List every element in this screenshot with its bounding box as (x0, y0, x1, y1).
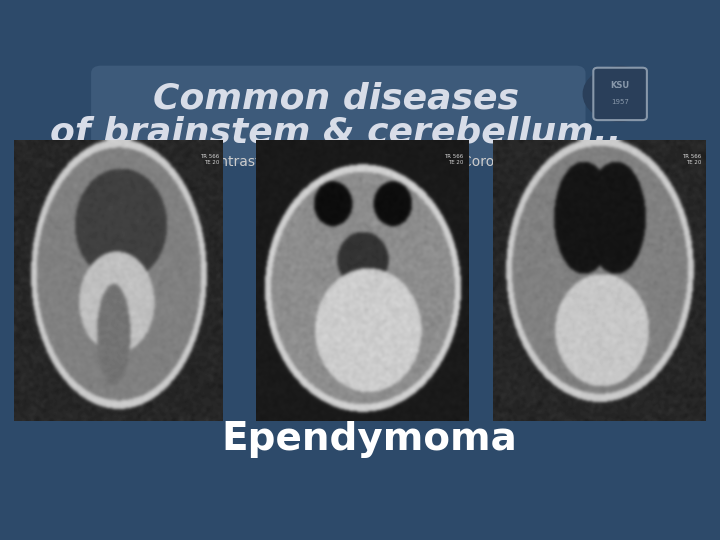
Text: 1957: 1957 (611, 99, 629, 105)
Text: of brainstem & cerebellum..: of brainstem & cerebellum.. (50, 116, 621, 150)
FancyBboxPatch shape (593, 68, 647, 120)
Text: Sag MRI T1WI contrast: Sag MRI T1WI contrast (104, 155, 261, 168)
Text: axial MRI T1WI contrast: axial MRI T1WI contrast (287, 155, 451, 168)
Text: TR 566
TE 20: TR 566 TE 20 (199, 154, 219, 165)
Text: KSU: KSU (611, 81, 630, 90)
Text: TR 566
TE 20: TR 566 TE 20 (682, 154, 701, 165)
Text: Coronal MRI T1WI contrast: Coronal MRI T1WI contrast (462, 155, 647, 168)
FancyBboxPatch shape (91, 66, 585, 164)
Circle shape (583, 66, 657, 122)
Text: Ependymoma: Ependymoma (221, 420, 517, 458)
Text: TR 566
TE 20: TR 566 TE 20 (444, 154, 464, 165)
Text: Common diseases: Common diseases (153, 81, 518, 115)
